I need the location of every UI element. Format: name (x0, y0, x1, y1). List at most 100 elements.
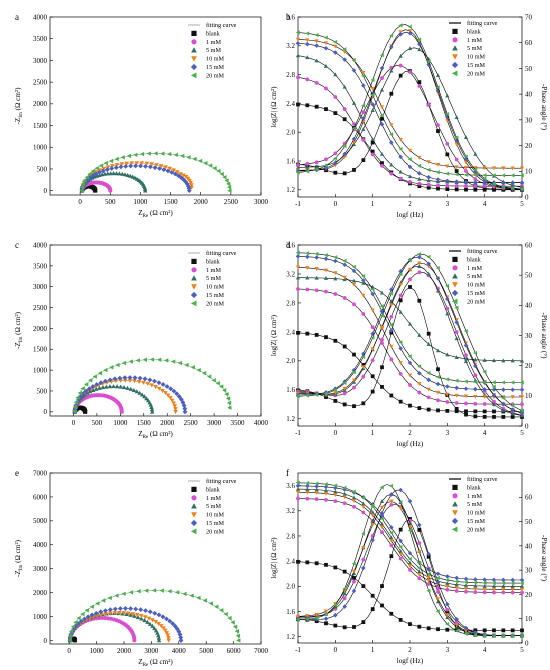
marker-15mM (323, 45, 329, 51)
marker-10mM (482, 395, 487, 399)
marker-15mM (407, 30, 413, 36)
legend-label: 10 mM (467, 510, 486, 517)
marker-blank (473, 409, 478, 414)
marker-blank (398, 618, 403, 622)
marker-10mM (159, 624, 164, 629)
marker-10mM (171, 168, 176, 173)
marker-20mM (79, 188, 84, 193)
marker-blank (464, 409, 468, 414)
marker-5mM (122, 172, 128, 177)
marker-5mM (156, 635, 162, 640)
marker-10mM (295, 490, 301, 495)
marker-1mM (352, 579, 356, 584)
x-tick-label: 5 (520, 200, 524, 208)
marker-blank (296, 330, 300, 335)
panel-f: -1 0 1 2 3 4 5 1.2 1.6 2.0 2.4 2.8 3.2 3.6 0 10 20 30 40 50… (270, 468, 548, 665)
marker-5mM (510, 411, 515, 416)
marker-1mM (436, 123, 440, 127)
marker-20mM (426, 588, 431, 593)
marker-15mM (510, 180, 515, 185)
marker-15mM (176, 173, 181, 179)
marker-5mM (351, 278, 357, 283)
marker-10mM (370, 522, 375, 527)
marker-20mM (454, 628, 459, 633)
x-tick-label: 4 (483, 200, 487, 208)
legend-label: 5 mM (206, 275, 221, 282)
y-tick-label: 5000 (33, 517, 48, 525)
marker-20mM (115, 362, 120, 368)
marker-1mM (398, 556, 403, 561)
marker-15mM (333, 612, 338, 618)
marker-20mM (491, 181, 496, 186)
y-tick-label: 3500 (33, 35, 48, 43)
marker-20mM (166, 151, 172, 157)
marker-20mM (227, 615, 232, 621)
marker-1mM (370, 358, 375, 363)
marker-1mM (333, 499, 338, 503)
marker-15mM (314, 255, 319, 260)
marker-15mM (510, 387, 515, 393)
marker-10mM (163, 628, 168, 633)
series-15mM (72, 375, 188, 415)
marker-20mM (482, 369, 487, 374)
x-tick-label: 1 (371, 429, 375, 437)
marker-1mM (333, 151, 338, 156)
marker-10mM (445, 164, 450, 169)
marker-blank (342, 344, 347, 349)
marker-5mM (314, 487, 319, 492)
marker-20mM (170, 359, 176, 364)
marker-1mM (314, 497, 319, 502)
marker-20mM (501, 633, 506, 638)
marker-5mM (379, 87, 385, 92)
x-tick-label: 2500 (224, 198, 239, 206)
marker-20mM (295, 170, 300, 175)
marker-blank (501, 415, 506, 419)
marker-15mM (463, 625, 469, 631)
marker-10mM (510, 395, 515, 400)
marker-1mM (389, 357, 394, 362)
marker-20mM (435, 374, 440, 380)
marker-10mM (407, 564, 413, 569)
marker-5mM (149, 407, 155, 412)
marker-15mM (445, 384, 450, 389)
marker-20mM (139, 151, 145, 157)
marker-1mM (426, 102, 431, 107)
x-tick-label: -1 (295, 200, 301, 208)
marker-15mM (305, 483, 310, 489)
marker-15mM (351, 268, 357, 274)
marker-15mM (128, 163, 134, 169)
x-tick-label: 0 (334, 200, 338, 208)
marker-5mM (445, 311, 450, 316)
marker-1mM (452, 493, 458, 499)
marker-20mM (361, 354, 366, 359)
legend-label: 15 mM (467, 290, 486, 297)
legend-label: blank (206, 486, 221, 493)
marker-20mM (342, 485, 347, 490)
marker-20mM (153, 151, 158, 156)
marker-20mM (389, 291, 394, 296)
y-tick-label: 0 (44, 408, 48, 416)
marker-blank (305, 331, 310, 336)
marker-5mM (452, 45, 458, 51)
marker-15mM (333, 258, 338, 264)
marker-5mM (454, 355, 459, 359)
marker-1mM (324, 497, 328, 502)
marker-1mM (454, 619, 459, 624)
marker-10mM (473, 587, 478, 592)
marker-blank (314, 561, 319, 566)
marker-10mM (167, 166, 173, 171)
marker-5mM (482, 357, 487, 362)
marker-15mM (491, 577, 497, 583)
x-tick-label: 1 (371, 646, 375, 654)
y-tick-label: 1.2 (286, 633, 295, 641)
marker-1mM (305, 161, 310, 166)
marker-1mM (436, 589, 440, 594)
marker-blank (324, 107, 328, 112)
x-axis-label: ZRe (Ω cm²) (138, 658, 173, 668)
marker-10mM (407, 148, 413, 153)
marker-15mM (90, 384, 96, 389)
marker-15mM (361, 565, 366, 571)
marker-15mM (147, 377, 153, 383)
marker-10mM (482, 587, 487, 592)
marker-15mM (314, 43, 319, 48)
